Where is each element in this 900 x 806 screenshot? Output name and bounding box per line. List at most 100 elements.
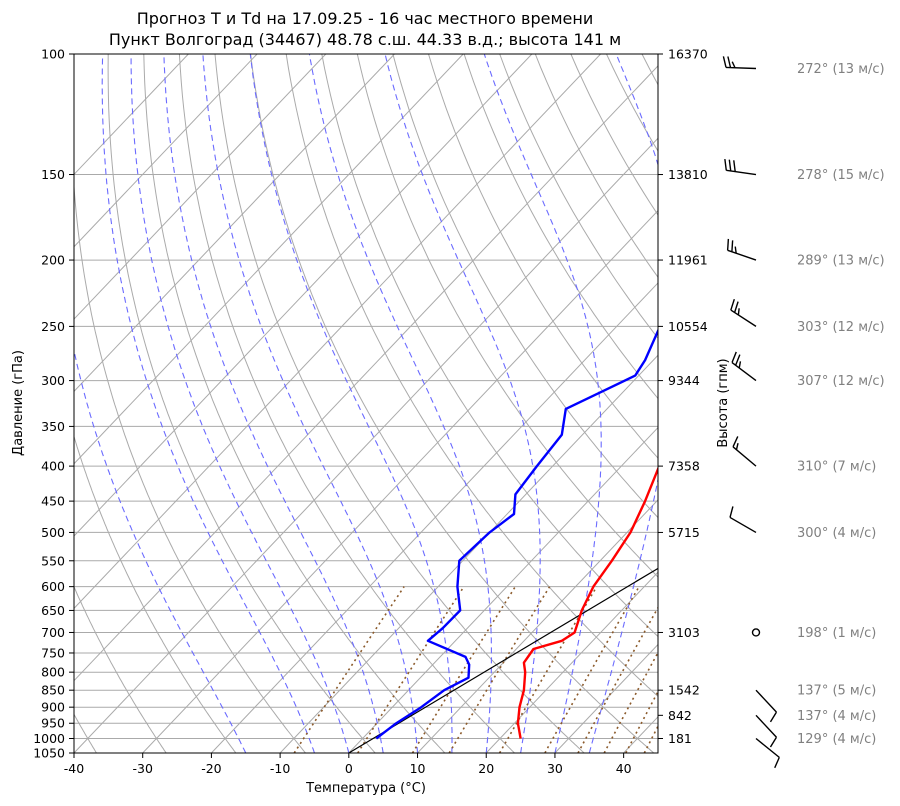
wind-barb: 198° (1 м/с) <box>751 626 876 641</box>
dry-adiabat-line <box>463 54 658 400</box>
x-tick-label: -40 <box>64 761 84 776</box>
wind-barb: 278° (15 м/с) <box>724 158 885 183</box>
wind-barb-feather <box>734 354 741 366</box>
dry-adiabat-line <box>570 54 658 216</box>
dry-adiabat-line <box>356 54 658 578</box>
moist-adiabat-line <box>308 54 493 753</box>
wind-barb-label: 300° (4 м/с) <box>797 526 876 541</box>
mixing-ratio-line <box>577 606 658 753</box>
reference-line <box>348 567 658 753</box>
isotherm-gridlines <box>74 54 658 753</box>
moist-adiabat-line <box>202 54 419 753</box>
wind-barb: 289° (13 м/с) <box>726 238 885 269</box>
isotherm-line <box>74 54 601 610</box>
x-tick-label: -20 <box>201 761 221 776</box>
isotherm-line <box>348 426 658 753</box>
x-tick-label: 0 <box>345 761 353 776</box>
isotherm-line <box>279 354 658 753</box>
isotherm-line <box>142 209 658 753</box>
dry-adiabat-line <box>820 54 900 753</box>
y-tick-label: 350 <box>41 419 65 434</box>
mixing-ratio-line <box>293 586 405 753</box>
dry-adiabat-line <box>392 54 658 519</box>
moist-adiabat-line <box>101 54 316 753</box>
y-tick-label: 200 <box>41 253 65 268</box>
wind-barb-feather <box>774 757 780 769</box>
wind-barb-feather <box>731 240 734 252</box>
reference-line-mark <box>348 567 658 753</box>
height-tick-label: 1542 <box>668 683 700 698</box>
moist-adiabat-line <box>74 348 247 753</box>
dry-adiabat-line <box>713 54 900 753</box>
y-tick-label: 450 <box>41 494 65 509</box>
y-tick-label: 700 <box>41 625 65 640</box>
wind-barb-feather <box>727 56 732 68</box>
dry-adiabat-line <box>178 54 515 753</box>
wind-barb-feather <box>729 506 734 518</box>
x-tick-label: 10 <box>410 761 426 776</box>
x-axis-ticks: -40 -30 -20 -10 0 10 20 30 40 <box>64 753 632 776</box>
dry-adiabat-line <box>285 54 658 697</box>
y-tick-label: 850 <box>41 683 65 698</box>
dry-adiabat-line <box>107 54 376 753</box>
mixing-ratio-line <box>357 586 465 753</box>
dewpoint-profile-line <box>375 327 658 740</box>
wind-barb-feather <box>731 61 736 69</box>
y-tick-label: 650 <box>41 603 65 618</box>
isotherm-line <box>74 54 189 176</box>
wind-barb-feather <box>732 436 739 448</box>
chart-title: Прогноз T и Td на 17.09.25 - 16 час мест… <box>137 9 593 28</box>
dry-adiabat-line <box>499 54 658 340</box>
wind-barb-feather <box>724 158 727 171</box>
plot-frame <box>73 53 659 754</box>
isotherm-line <box>623 716 658 753</box>
dry-adiabat-line <box>749 54 900 753</box>
wind-barb-label: 198° (1 м/с) <box>797 626 876 641</box>
mixing-ratio-line <box>448 586 551 753</box>
wind-barb-feather <box>733 160 736 172</box>
wind-barb-label: 129° (4 м/с) <box>797 732 876 747</box>
isotherm-line <box>74 54 395 393</box>
wind-barb-feather <box>722 56 727 68</box>
dry-adiabat-line <box>74 585 167 753</box>
wind-barb-staff <box>729 516 757 534</box>
isotherm-line <box>74 54 327 320</box>
wind-barb: 307° (12 м/с) <box>731 351 885 389</box>
dry-adiabat-line <box>214 54 585 753</box>
wind-barb-feather <box>731 351 737 363</box>
wind-barb-feather <box>738 361 742 369</box>
mixing-ratio-line <box>643 724 658 753</box>
wind-barb-label: 307° (12 м/с) <box>797 374 885 389</box>
moist-adiabat-line <box>384 54 541 753</box>
wind-barb-label: 310° (7 м/с) <box>797 460 876 475</box>
wind-barb-staff <box>730 309 757 327</box>
wind-barb: 137° (4 м/с) <box>755 709 876 748</box>
height-tick-label: 13810 <box>668 167 708 182</box>
height-tick-label: 16370 <box>668 47 708 62</box>
wind-barb: 310° (7 м/с) <box>732 436 876 475</box>
wind-barb: 300° (4 м/с) <box>729 506 876 541</box>
height-tick-label: 3103 <box>668 625 700 640</box>
wind-barb-label: 137° (4 м/с) <box>797 709 876 724</box>
height-axis-label: Высота (гпм) <box>716 358 731 447</box>
dry-adiabat-line <box>784 54 900 753</box>
moist-adiabat-line <box>249 54 453 753</box>
y-tick-label: 250 <box>41 319 65 334</box>
chart-subtitle: Пункт Волгоград (34467) 48.78 с.ш. 44.33… <box>109 30 621 49</box>
mixing-ratio-line <box>603 650 658 753</box>
x-tick-label: 20 <box>478 761 494 776</box>
wind-barb-feather <box>730 298 735 311</box>
y-tick-label: 300 <box>41 373 65 388</box>
y-tick-label: 750 <box>41 645 65 660</box>
wind-barb-feather <box>726 238 730 251</box>
isotherm-line <box>74 54 533 537</box>
height-axis-ticks: 16370 13810 11961 10554 9344 7358 5715 3103 1542… <box>658 47 708 746</box>
wind-barb: 137° (5 м/с) <box>755 684 876 723</box>
wind-barb-label: 137° (5 м/с) <box>797 684 876 699</box>
x-tick-label: -30 <box>132 761 152 776</box>
moist-adiabat-line <box>163 54 384 753</box>
height-tick-label: 11961 <box>668 253 708 268</box>
x-tick-label: 40 <box>616 761 632 776</box>
dry-adiabat-line <box>428 54 658 459</box>
height-tick-label: 9344 <box>668 373 700 388</box>
